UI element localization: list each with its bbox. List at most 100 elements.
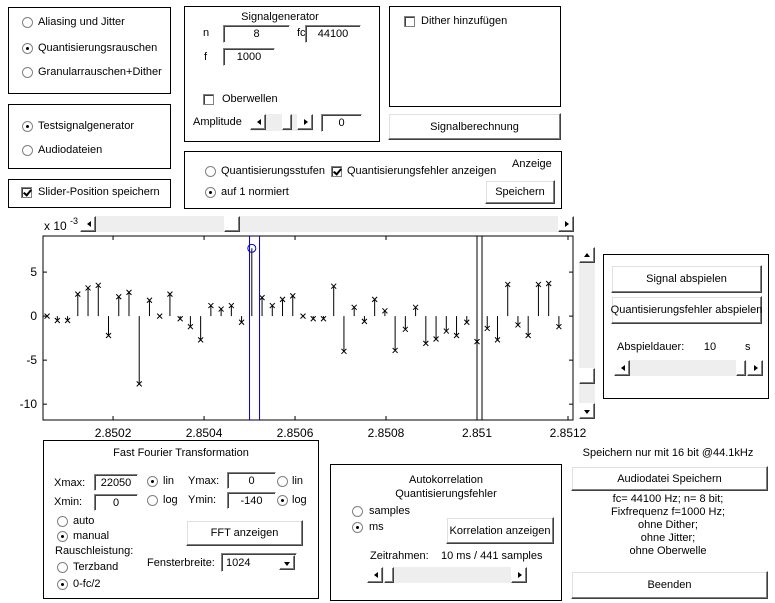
radio-label[interactable]: log <box>163 494 178 506</box>
stem-marker <box>247 243 257 253</box>
radio-label[interactable]: log <box>292 494 307 506</box>
radio-label[interactable]: 0-fc/2 <box>73 578 101 590</box>
stem-marker <box>64 317 71 324</box>
edit-n[interactable]: 8 <box>223 25 290 43</box>
stem <box>515 316 521 328</box>
label: Fensterbreite: <box>147 557 215 569</box>
checkbox-label[interactable]: Dither hinzufügen <box>421 15 508 27</box>
radio[interactable] <box>277 476 288 487</box>
arrow-left[interactable] <box>367 567 383 583</box>
edit-f[interactable]: 1000 <box>223 48 275 66</box>
radio-label[interactable]: Terzband <box>73 561 119 573</box>
radio[interactable] <box>352 506 363 517</box>
radio-label[interactable]: Testsignalgenerator <box>38 120 135 132</box>
radio[interactable] <box>352 522 363 533</box>
y-tick-label: 5 <box>30 265 37 279</box>
radio[interactable] <box>205 166 216 177</box>
arrow-right[interactable] <box>558 216 574 232</box>
arrow-right[interactable] <box>747 360 763 376</box>
save-button[interactable]: Speichern <box>485 180 555 204</box>
radio[interactable] <box>22 17 33 28</box>
edit-xmin[interactable]: 0 <box>94 494 138 511</box>
v-scrollbar[interactable] <box>579 247 595 419</box>
info-line: Fixfrequenz f=1000 Hz; <box>610 506 726 518</box>
play-button[interactable]: Signal abspielen <box>611 265 762 293</box>
radio-label[interactable]: Audiodateien <box>38 144 103 156</box>
compute-button[interactable]: Signalberechnung <box>388 113 561 140</box>
stem-marker <box>556 323 562 330</box>
radio[interactable] <box>277 495 288 506</box>
stem <box>289 293 296 317</box>
stem-marker <box>197 337 204 343</box>
radio[interactable] <box>57 531 68 542</box>
radio[interactable] <box>57 516 68 527</box>
arrow-left[interactable] <box>250 114 266 130</box>
radio[interactable] <box>147 495 158 506</box>
radio-label[interactable]: ms <box>369 521 384 533</box>
radio-label[interactable]: auto <box>73 515 95 527</box>
arrow-left[interactable] <box>80 216 96 232</box>
radio[interactable] <box>57 579 68 590</box>
edit-fc[interactable]: 44100 <box>305 25 361 43</box>
stem-marker <box>443 328 450 334</box>
radio[interactable] <box>205 187 216 198</box>
play-error-button[interactable]: Quantisierungsfehler abspielen <box>611 296 762 324</box>
stem-marker <box>279 296 286 303</box>
slider[interactable] <box>367 567 527 583</box>
panel-title: Signalgenerator <box>241 11 319 23</box>
radio-label[interactable]: samples <box>369 505 410 517</box>
checkbox[interactable] <box>21 187 32 198</box>
h-scrollbar[interactable] <box>80 216 574 232</box>
scroll-thumb[interactable] <box>579 368 595 384</box>
stem-marker <box>208 302 214 309</box>
radio-label[interactable]: Granularrauschen+Dither <box>38 66 162 78</box>
x-tick-label: 2.8504 <box>186 426 223 440</box>
radio-label[interactable]: lin <box>163 475 175 487</box>
stem-marker <box>126 289 132 296</box>
radio-label[interactable]: Quantisierungsstufen <box>221 165 325 177</box>
checkbox-label[interactable]: Quantisierungsfehler anzeigen <box>347 165 497 177</box>
radio[interactable] <box>22 67 33 78</box>
duration-value[interactable]: 10 <box>703 341 717 353</box>
edit-xmax[interactable]: 22050 <box>94 474 138 491</box>
radio-label[interactable]: Aliasing und Jitter <box>38 16 125 28</box>
slider[interactable] <box>614 360 763 376</box>
y-tick-label: -5 <box>26 353 37 367</box>
checkbox[interactable] <box>331 166 342 177</box>
fft-button[interactable]: FFT anzeigen <box>186 520 303 546</box>
slider-thumb[interactable] <box>736 360 746 376</box>
dropdown-arrow[interactable] <box>279 555 295 570</box>
arrow-up[interactable] <box>579 247 595 263</box>
radio-label[interactable]: manual <box>73 530 110 542</box>
stem-marker <box>351 304 358 311</box>
edit-ymin[interactable]: -140 <box>227 492 276 509</box>
arrow-left[interactable] <box>614 360 630 376</box>
correlation-button[interactable]: Korrelation anzeigen <box>446 517 554 544</box>
arrow-down[interactable] <box>579 403 595 419</box>
radio-label[interactable]: lin <box>292 475 304 487</box>
checkbox-label[interactable]: Slider-Position speichern <box>38 186 160 198</box>
checkbox[interactable] <box>203 94 214 105</box>
edit-amplitude[interactable]: 0 <box>321 114 362 132</box>
radio-label[interactable]: Quantisierungsrauschen <box>38 42 158 54</box>
radio-label[interactable]: auf 1 normiert <box>221 186 289 198</box>
slider-thumb[interactable] <box>384 567 394 583</box>
arrow-right[interactable] <box>511 567 527 583</box>
radio[interactable] <box>57 562 68 573</box>
label: n <box>203 27 210 39</box>
stem-marker <box>136 381 143 387</box>
stem-marker <box>238 319 245 326</box>
scroll-thumb[interactable] <box>224 216 240 232</box>
slider-thumb[interactable] <box>282 114 292 130</box>
quit-button[interactable]: Beenden <box>571 571 768 599</box>
radio[interactable] <box>147 476 158 487</box>
window-dropdown[interactable]: 1024 <box>221 553 297 572</box>
arrow-right[interactable] <box>297 114 313 130</box>
checkbox[interactable] <box>404 16 415 27</box>
checkbox-label[interactable]: Oberwellen <box>222 93 278 105</box>
save-audio-button[interactable]: Audiodatei Speichern <box>571 466 768 491</box>
radio[interactable] <box>22 43 33 54</box>
radio[interactable] <box>22 121 33 132</box>
radio[interactable] <box>22 145 33 156</box>
edit-ymax[interactable]: 0 <box>227 472 276 489</box>
